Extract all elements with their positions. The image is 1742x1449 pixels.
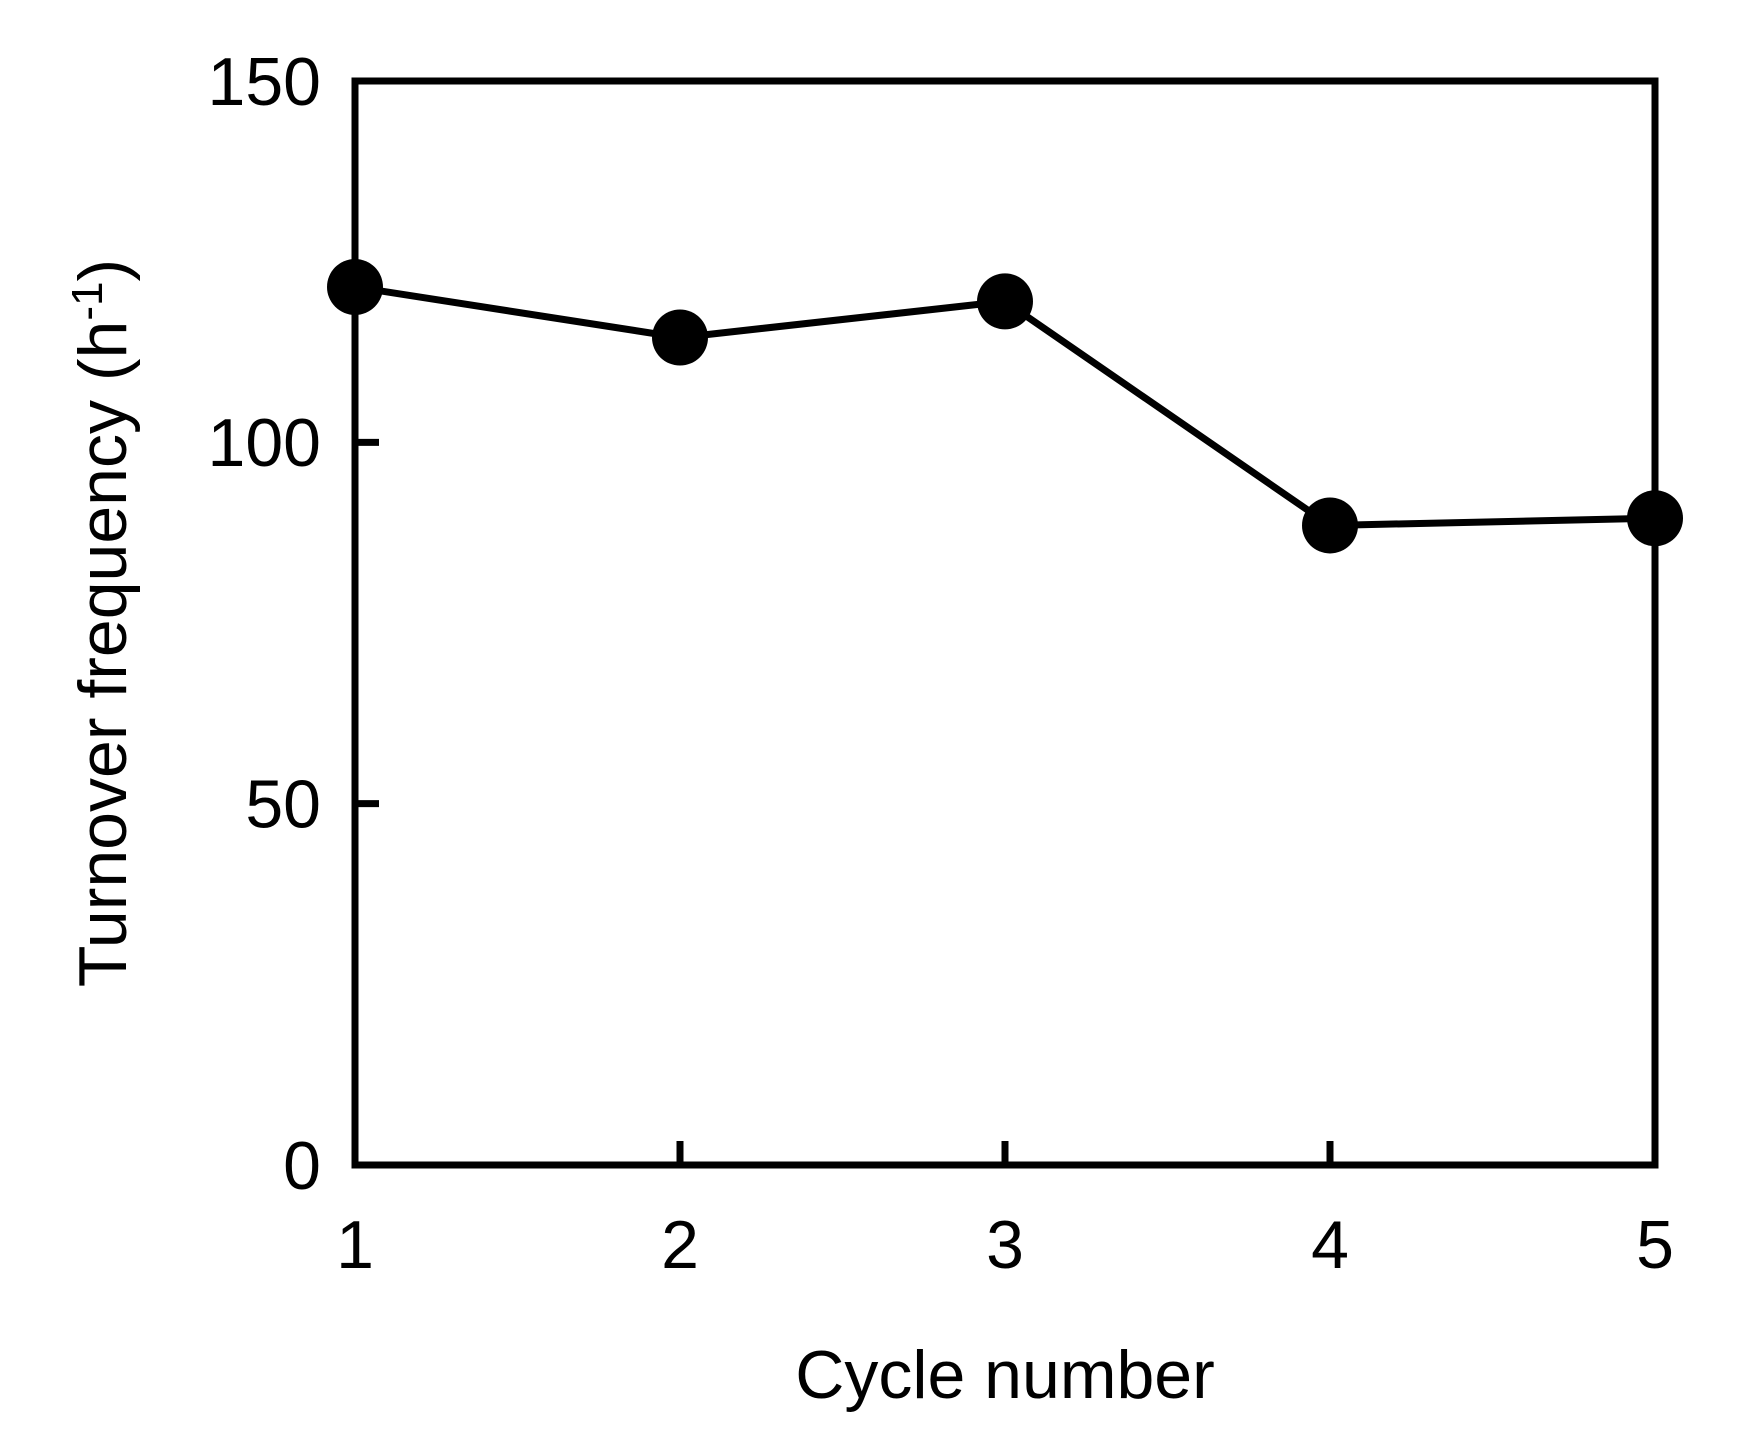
y-axis-title-close: ) (65, 259, 141, 282)
y-tick-label: 150 (208, 44, 321, 120)
data-point (1627, 490, 1683, 547)
data-point (652, 309, 708, 366)
data-point (327, 258, 383, 315)
x-axis-ticks (351, 1141, 1659, 1165)
y-axis-ticks (355, 77, 379, 1169)
x-tick-label: 5 (1636, 1207, 1674, 1283)
y-axis-title: Turnover frequency (h-1) (63, 259, 141, 987)
y-tick-label: 100 (208, 405, 321, 481)
y-tick-label: 0 (283, 1128, 321, 1204)
y-axis-tick-labels: 0 50 100 150 (208, 44, 321, 1204)
data-point (1302, 497, 1358, 554)
x-tick-label: 4 (1311, 1207, 1349, 1283)
y-tick-label: 50 (245, 766, 321, 842)
x-tick-label: 3 (986, 1207, 1024, 1283)
x-tick-label: 2 (661, 1207, 699, 1283)
y-axis-title-base: Turnover frequency (h (65, 321, 141, 987)
y-axis-title-superscript: -1 (63, 282, 112, 321)
x-axis-title: Cycle number (795, 1337, 1215, 1413)
x-tick-label: 1 (336, 1207, 374, 1283)
plot-frame (351, 77, 1659, 1169)
data-point (977, 273, 1033, 330)
data-series (327, 258, 1683, 554)
x-axis-tick-labels: 1 2 3 4 5 (336, 1207, 1674, 1283)
